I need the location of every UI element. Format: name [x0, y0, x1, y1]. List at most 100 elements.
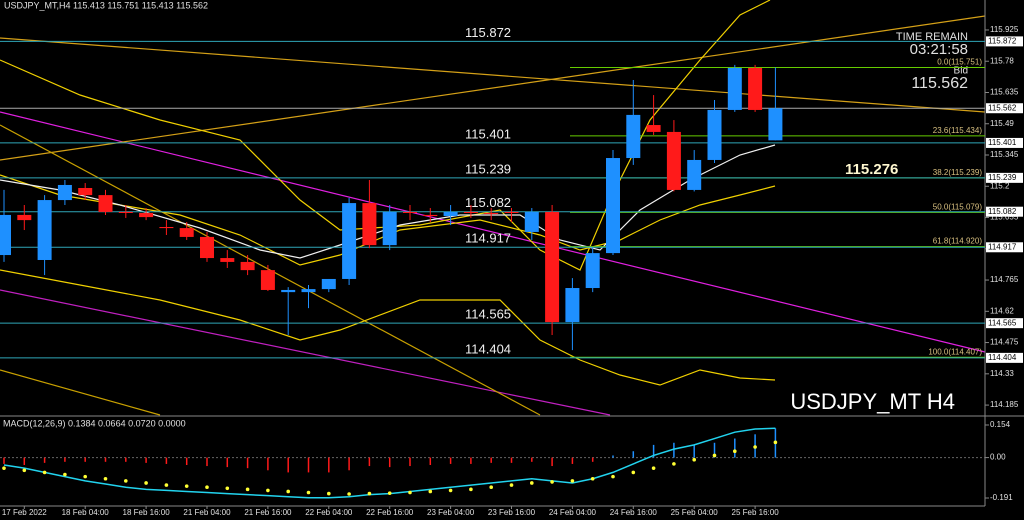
x-tick-label: 21 Feb 16:00	[244, 508, 292, 517]
signal-dot	[225, 486, 230, 491]
macd-title: MACD(12,26,9) 0.1384 0.0664 0.0720 0.000…	[3, 418, 186, 428]
signal-dot	[733, 449, 737, 454]
y-tick-label: 115.635	[990, 88, 1019, 97]
signal-dot	[245, 487, 250, 492]
candle-body	[687, 159, 702, 190]
candle-body	[0, 214, 11, 256]
level-box-label: 115.401	[988, 138, 1017, 147]
signal-dot	[448, 488, 453, 493]
candle-body	[484, 212, 499, 215]
candle-body	[443, 211, 458, 217]
candle-body	[301, 289, 316, 293]
bid-label: Bid	[954, 66, 968, 77]
level-box-label: 114.404	[988, 353, 1017, 362]
signal-dot	[184, 484, 189, 488]
trendline	[0, 111, 986, 353]
signal-dot	[753, 445, 757, 449]
candle-body	[98, 195, 113, 212]
candle-body	[768, 108, 783, 141]
candle-body	[585, 253, 600, 289]
price-marker: 115.276	[845, 161, 898, 178]
signal-dot	[611, 474, 615, 479]
time-remain: 03:21:58	[910, 41, 968, 58]
x-tick-label: 18 Feb 04:00	[62, 508, 110, 517]
signal-dot	[550, 480, 554, 484]
signal-dot	[712, 453, 717, 458]
level-box	[986, 242, 1023, 253]
y-tick-label: 114.185	[990, 400, 1019, 409]
y-tick-label: 115.055	[990, 213, 1019, 222]
level-label: 115.082	[465, 195, 511, 210]
candle-body	[159, 227, 174, 229]
candle-body	[220, 258, 235, 262]
watermark: USDJPY_MT H4	[790, 389, 955, 414]
candle-body	[362, 203, 377, 246]
signal-dot	[530, 481, 534, 485]
level-box	[986, 206, 1023, 217]
signal-dot	[387, 491, 392, 495]
candle-body	[606, 158, 620, 254]
signal-dot	[327, 491, 331, 496]
candle-body	[626, 114, 641, 159]
x-tick-label: 22 Feb 04:00	[305, 508, 353, 517]
signal-dot	[773, 440, 778, 445]
candle-body	[321, 278, 336, 290]
y-tick-label: 114.475	[990, 338, 1019, 347]
candle-body	[423, 214, 438, 217]
signal-dot	[205, 485, 209, 490]
band-line	[0, 269, 776, 386]
candle-body	[666, 131, 681, 190]
y-tick-label: 114.33	[990, 369, 1014, 378]
signal-dot	[2, 466, 6, 470]
candle-body	[78, 187, 93, 196]
candle-body	[646, 125, 661, 132]
level-label: 115.239	[465, 161, 511, 176]
signal-dot	[103, 476, 108, 481]
signal-dot	[144, 481, 148, 485]
fib-label: 38.2(115.239)	[933, 168, 983, 177]
candle-body	[260, 270, 275, 290]
signal-dot	[509, 483, 514, 487]
level-box-label: 115.239	[988, 173, 1017, 182]
y-tick-label: 0.00	[990, 453, 1006, 462]
y-tick-label: 114.765	[990, 275, 1019, 284]
candle-body	[57, 184, 72, 201]
chart-title: USDJPY_MT,H4 115.413 115.751 115.413 115…	[4, 0, 208, 10]
x-tick-label: 25 Feb 16:00	[732, 508, 780, 517]
candle-body	[139, 212, 154, 218]
y-tick-label: 114.62	[990, 306, 1014, 315]
bid-box	[986, 103, 1023, 114]
level-box	[986, 352, 1023, 363]
candle-body	[504, 211, 519, 213]
trendline	[0, 37, 986, 113]
signal-dot	[83, 474, 87, 479]
bid-box-label: 115.562	[988, 103, 1017, 112]
signal-dot	[672, 462, 676, 466]
candle-body	[200, 236, 214, 259]
x-tick-label: 21 Feb 04:00	[183, 508, 231, 517]
x-tick-label: 18 Feb 16:00	[123, 508, 171, 517]
signal-dot	[692, 457, 696, 462]
signal-dot	[306, 490, 311, 495]
y-tick-label: 0.154	[990, 420, 1011, 429]
x-tick-label: 23 Feb 04:00	[427, 508, 475, 517]
fib-label: 23.6(115.434)	[933, 126, 983, 135]
level-box-label: 114.917	[988, 242, 1017, 251]
level-label: 114.404	[465, 341, 511, 356]
candle-body	[17, 214, 32, 221]
level-label: 115.401	[465, 126, 511, 141]
fib-label: 0.0(115.751)	[937, 58, 982, 67]
candle-body	[37, 200, 52, 260]
candle-body	[727, 67, 742, 110]
band-line	[0, 0, 771, 271]
candle-body	[524, 211, 539, 232]
candle-body	[403, 211, 417, 213]
level-label: 115.872	[465, 25, 511, 40]
y-tick-label: 115.78	[990, 56, 1014, 65]
level-box	[986, 318, 1023, 329]
signal-dot	[22, 468, 27, 473]
signal-dot	[266, 488, 270, 493]
trendline	[0, 15, 986, 161]
